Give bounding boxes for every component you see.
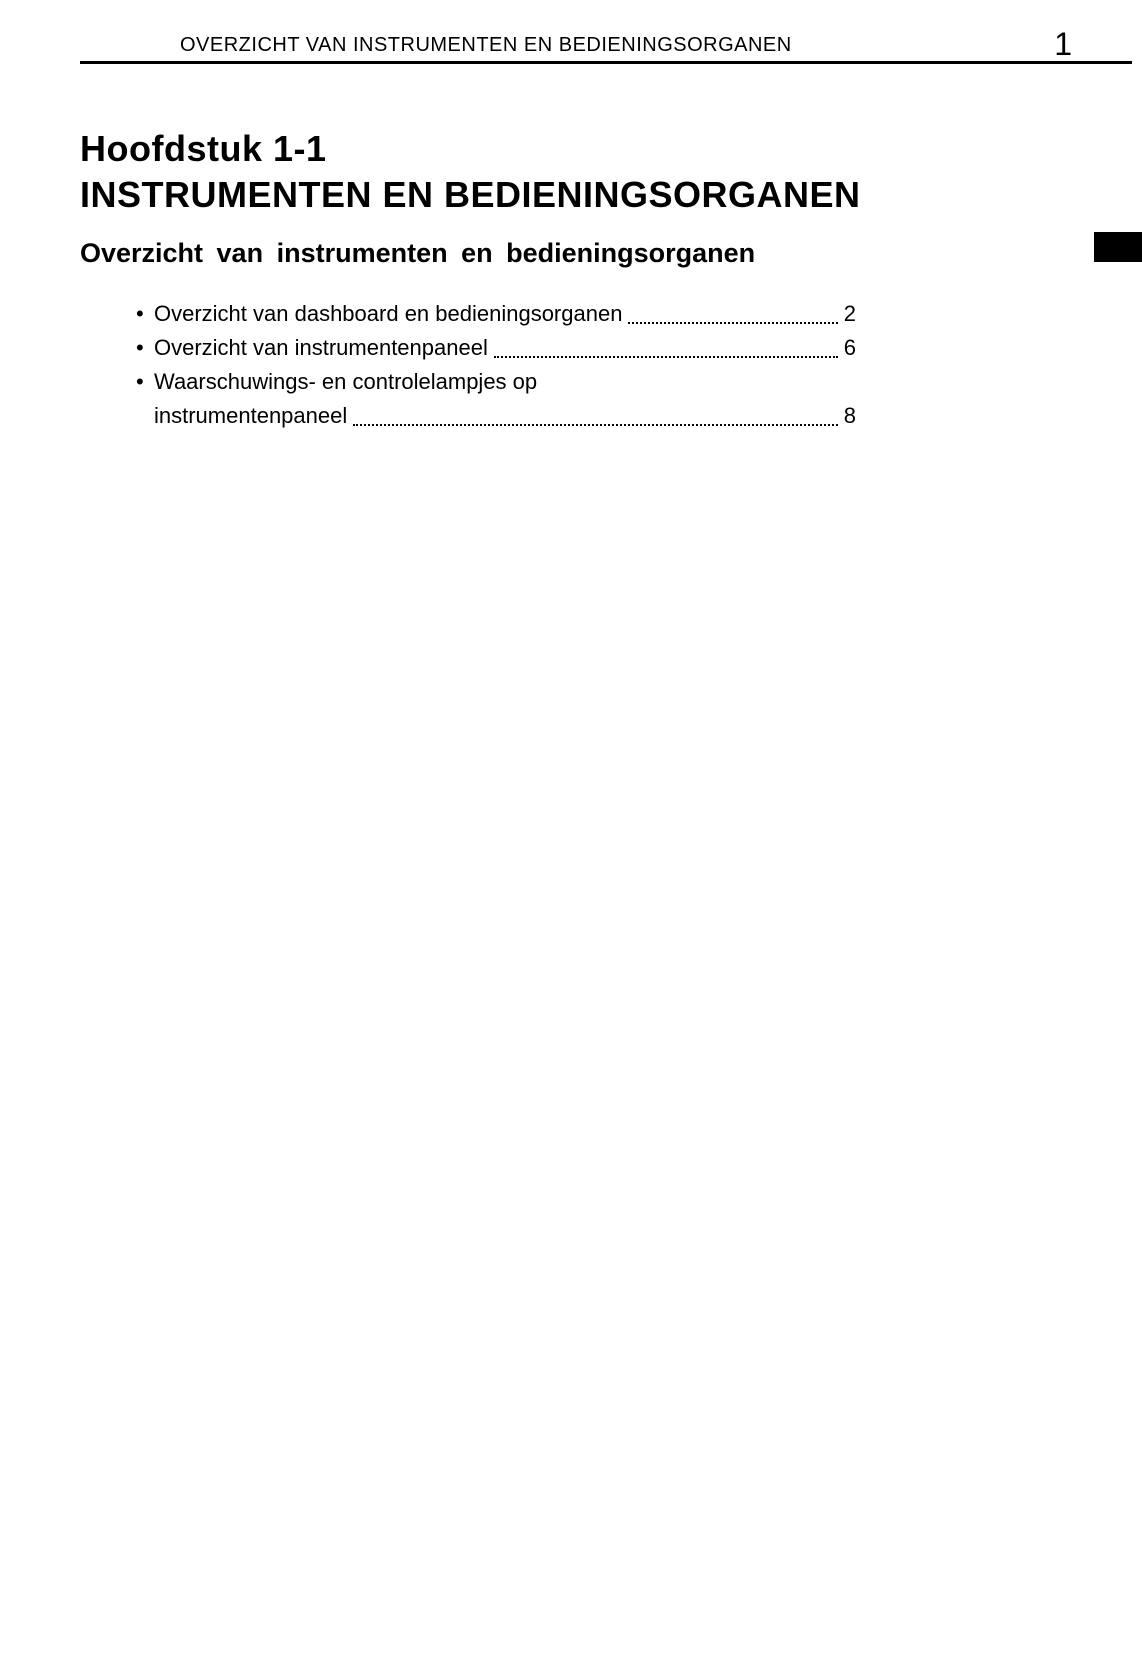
toc-label: Waarschuwings- en controlelampjes op: [154, 365, 537, 399]
toc-item: • Overzicht van dashboard en bedieningso…: [136, 297, 856, 331]
page-number: 1: [1054, 26, 1072, 63]
toc-item: • Overzicht van instrumentenpaneel 6: [136, 331, 856, 365]
bullet-icon: •: [136, 297, 154, 331]
toc-page: 8: [844, 399, 856, 433]
content-area: Hoofdstuk 1-1 INSTRUMENTEN EN BEDIENINGS…: [80, 128, 1052, 433]
toc-label: instrumentenpaneel: [154, 399, 347, 433]
toc-page: 6: [844, 331, 856, 365]
leader-dots: [353, 424, 838, 426]
toc-label: Overzicht van instrumentenpaneel: [154, 331, 488, 365]
chapter-title: INSTRUMENTEN EN BEDIENINGSORGANEN: [80, 174, 1052, 216]
page-header: OVERZICHT VAN INSTRUMENTEN EN BEDIENINGS…: [80, 30, 1132, 64]
leader-dots: [628, 322, 837, 324]
table-of-contents: • Overzicht van dashboard en bedieningso…: [136, 297, 1052, 433]
section-tab-marker: [1094, 232, 1142, 262]
running-head: OVERZICHT VAN INSTRUMENTEN EN BEDIENINGS…: [180, 34, 792, 57]
toc-label: Overzicht van dashboard en bedieningsorg…: [154, 297, 622, 331]
toc-item-continuation: instrumentenpaneel 8: [136, 399, 856, 433]
bullet-icon: •: [136, 365, 154, 399]
bullet-icon: •: [136, 331, 154, 365]
toc-page: 2: [844, 297, 856, 331]
toc-item: • Waarschuwings- en controlelampjes op: [136, 365, 856, 399]
section-title: Overzicht van instrumenten en bedienings…: [80, 238, 1052, 269]
leader-dots: [494, 356, 838, 358]
chapter-label: Hoofdstuk 1-1: [80, 128, 1052, 170]
